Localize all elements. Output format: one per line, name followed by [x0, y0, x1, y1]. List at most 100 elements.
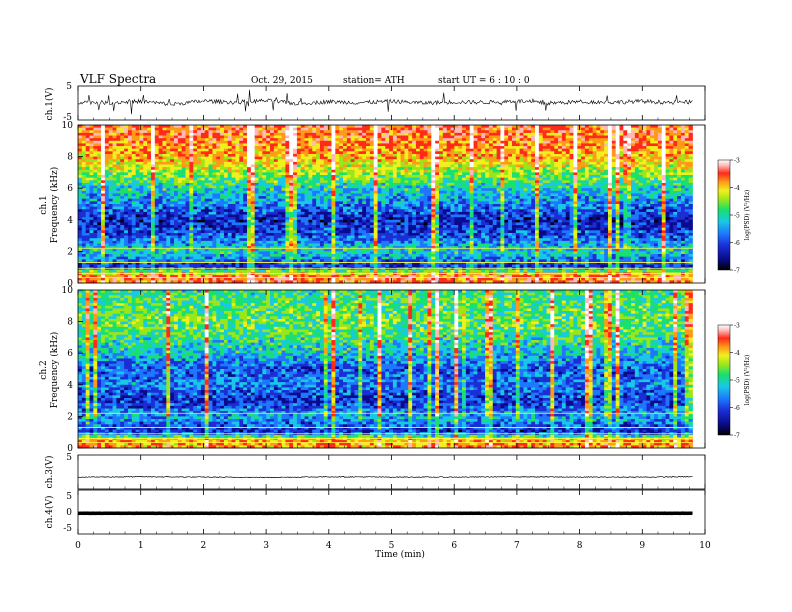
spectrogram-cell: [535, 180, 540, 184]
spectrogram-cell: [654, 151, 659, 155]
spectrogram-cell: [97, 164, 102, 168]
spectrogram-cell: [331, 188, 336, 192]
spectrogram-cell: [523, 130, 528, 134]
spectrogram-cell: [611, 193, 617, 197]
spectrogram-cell: [262, 175, 267, 179]
spectrogram-cell: [162, 153, 167, 157]
spectrogram-cell: [634, 193, 640, 197]
spectrogram-cell: [661, 193, 666, 197]
spectrogram-cell: [250, 140, 256, 144]
spectrogram-cell: [212, 143, 217, 147]
spectrogram-cell: [465, 190, 471, 194]
spectrogram-cell: [619, 135, 624, 139]
spectrogram-cell: [235, 143, 240, 147]
spectrogram-cell: [243, 196, 248, 200]
spectrogram-cell: [615, 190, 620, 194]
spectrogram-cell: [546, 164, 551, 168]
spectrogram-cell: [427, 132, 432, 136]
spectrogram-cell: [135, 180, 140, 184]
spectrogram-cell: [304, 164, 309, 168]
spectrogram-cell: [561, 143, 567, 147]
spectrogram-cell: [354, 138, 359, 142]
spectrogram-cell: [254, 188, 259, 192]
spectrogram-cell: [239, 190, 244, 194]
spectrogram-cell: [408, 130, 413, 134]
spectrogram-cell: [204, 167, 209, 171]
spectrogram-cell: [166, 140, 171, 144]
spectrogram-cell: [542, 156, 547, 160]
spectrogram-cell: [208, 146, 213, 150]
spectrogram-cell: [262, 190, 267, 194]
spectrogram-cell: [246, 190, 252, 194]
spectrogram-cell: [565, 201, 570, 205]
spectrogram-cell: [412, 164, 417, 168]
spectrogram-cell: [431, 188, 436, 192]
spectrogram-cell: [446, 196, 451, 200]
spectrogram-cell: [308, 143, 313, 147]
spectrogram-cell: [204, 175, 209, 179]
spectrogram-cell: [204, 185, 209, 189]
spectrogram-cell: [97, 172, 102, 176]
spectrogram-cell: [78, 151, 83, 155]
spectrogram-cell: [239, 125, 244, 129]
spectrogram-cell: [323, 196, 329, 200]
spectrogram-cell: [450, 153, 455, 157]
spectrogram-cell: [419, 198, 425, 202]
spectrogram-cell: [177, 125, 183, 129]
spectrogram-cell: [631, 156, 636, 160]
spectrogram-cell: [638, 167, 643, 171]
spectrogram-cell: [104, 172, 110, 176]
spectrogram-cell: [634, 180, 640, 184]
spectrogram-cell: [101, 140, 106, 144]
spectrogram-cell: [135, 185, 140, 189]
spectrogram-cell: [285, 159, 290, 163]
spectrogram-cell: [569, 146, 574, 150]
spectrogram-cell: [419, 125, 425, 129]
spectrogram-cell: [558, 146, 563, 150]
spectrogram-cell: [631, 138, 636, 142]
spectrogram-cell: [531, 151, 536, 155]
spectrogram-cell: [354, 172, 359, 176]
spectrogram-cell: [569, 182, 574, 186]
spectrogram-cell: [400, 177, 405, 181]
spectrogram-cell: [588, 182, 594, 186]
spectrogram-cell: [680, 190, 686, 194]
spectrogram-cell: [458, 172, 463, 176]
spectrogram-cell: [554, 161, 559, 165]
spectrogram-cell: [584, 138, 590, 142]
spectrogram-cell: [412, 151, 417, 155]
spectrogram-cell: [607, 138, 613, 142]
spectrogram-cell: [89, 206, 94, 210]
spectrogram-cell: [615, 177, 620, 181]
spectrogram-cell: [604, 198, 609, 202]
spectrogram-cell: [139, 132, 144, 136]
spectrogram-cell: [120, 172, 125, 176]
spectrogram-cell: [285, 190, 290, 194]
spectrogram-cell: [312, 135, 317, 139]
spectrogram-cell: [227, 146, 233, 150]
spectrogram-cell: [266, 175, 271, 179]
spectrogram-cell: [592, 180, 597, 184]
spectrogram-cell: [488, 135, 494, 139]
spectrogram-cell: [127, 177, 133, 181]
spectrogram-cell: [319, 177, 325, 181]
spectrogram-cell: [431, 175, 436, 179]
spectrogram-cell: [684, 190, 690, 194]
spectrogram-cell: [350, 135, 355, 139]
ch1-ylabel: ch.1(V): [44, 88, 55, 121]
spectrogram-cell: [266, 198, 271, 202]
spectrogram-cell: [97, 182, 102, 186]
spectrogram-cell: [454, 164, 459, 168]
spectrogram-cell: [193, 193, 198, 197]
spectrogram-cell: [197, 180, 202, 184]
spectrogram-cell: [515, 148, 521, 152]
spectrogram-cell: [538, 148, 544, 152]
spectrogram-cell: [684, 204, 690, 208]
spectrogram-cell: [200, 151, 206, 155]
spectrogram-cell: [116, 198, 121, 202]
spectrogram-cell: [289, 125, 294, 129]
spectrogram-cell: [89, 201, 94, 205]
spectrogram-cell: [684, 146, 690, 150]
spectrogram-cell: [227, 138, 233, 142]
spectrogram-cell: [592, 169, 597, 173]
